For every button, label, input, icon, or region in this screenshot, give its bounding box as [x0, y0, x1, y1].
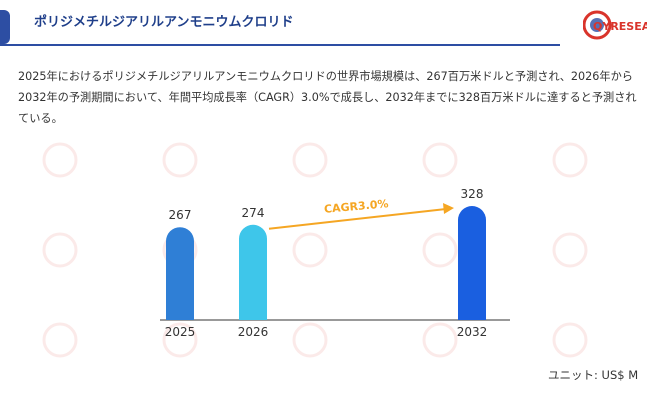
qyresearch-logo: QYRESEARCH	[583, 10, 647, 40]
header-divider	[0, 44, 560, 46]
page-title: ポリジメチルジアリルアンモニウムクロリド	[34, 15, 294, 30]
watermark-logo	[42, 142, 78, 178]
watermark-logo	[552, 232, 588, 268]
watermark-logo	[292, 142, 328, 178]
watermark-logo	[422, 322, 458, 358]
logo-text: QYRESEARCH	[593, 20, 647, 33]
cagr-arrow-head	[443, 203, 454, 214]
market-description: 2025年におけるポリジメチルジアリルアンモニウムクロリドの世界市場規模は、26…	[18, 70, 637, 125]
bar-2026	[239, 224, 267, 320]
unit-label: ユニット: US$ M	[548, 368, 639, 382]
watermark-logo	[162, 142, 198, 178]
watermark-logo	[292, 232, 328, 268]
watermark-logo	[292, 322, 328, 358]
cagr-arrow-line	[268, 208, 447, 230]
watermark-logo	[42, 232, 78, 268]
header-accent	[0, 10, 10, 44]
watermark-logo	[422, 232, 458, 268]
category-label-2026: 2026	[238, 325, 269, 339]
bar-2025	[166, 227, 194, 320]
watermark-logo	[552, 322, 588, 358]
watermark-logo	[422, 142, 458, 178]
bar-2032	[458, 206, 486, 320]
value-label-2026: 274	[242, 206, 265, 220]
watermark-logo	[162, 322, 198, 358]
watermark-logo	[552, 142, 588, 178]
category-label-2025: 2025	[165, 325, 196, 339]
value-label-2032: 328	[461, 187, 484, 201]
watermark-logo	[42, 322, 78, 358]
cagr-label: CAGR3.0%	[323, 197, 388, 216]
value-label-2025: 267	[169, 208, 192, 222]
header: ポリジメチルジアリルアンモニウムクロリド QYRESEARCH	[0, 0, 655, 50]
category-label-2032: 2032	[457, 325, 488, 339]
